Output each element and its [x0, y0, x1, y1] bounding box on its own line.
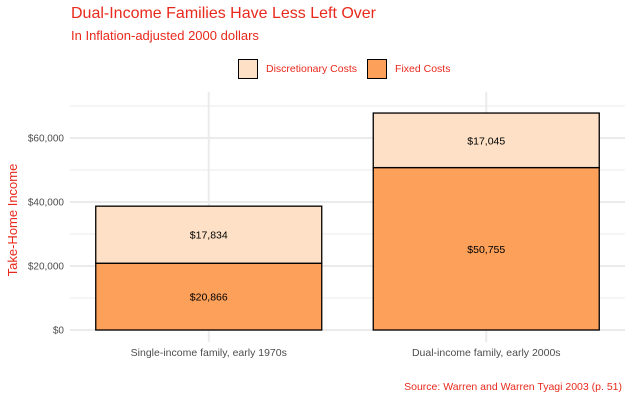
legend-swatch-discretionary — [238, 59, 258, 79]
bar-segment-discretionary — [372, 112, 600, 169]
y-tick-label: $20,000 — [28, 262, 65, 273]
y-tick-label: $40,000 — [28, 198, 65, 209]
y-axis-title: Take-Home Income — [5, 164, 20, 277]
bar-segment-discretionary — [95, 205, 323, 264]
x-tick-label: Single-income family, early 1970s — [131, 347, 287, 359]
x-tick-label: Dual-income family, early 2000s — [412, 347, 561, 359]
data-label-discretionary: $17,045 — [467, 135, 505, 147]
data-label-fixed: $20,866 — [190, 292, 228, 304]
legend-label-fixed: Fixed Costs — [395, 63, 451, 75]
legend-swatch-fixed — [367, 59, 388, 79]
legend-item-discretionary: Discretionary Costs — [238, 59, 357, 79]
legend: Discretionary Costs Fixed Costs — [238, 59, 450, 79]
chart-subtitle: In Inflation-adjusted 2000 dollars — [71, 28, 259, 43]
bar-segment-fixed — [95, 262, 323, 331]
chart-title: Dual-Income Families Have Less Left Over — [71, 5, 376, 22]
chart-caption: Source: Warren and Warren Tyagi 2003 (p.… — [404, 381, 622, 393]
data-label-fixed: $50,755 — [467, 244, 505, 256]
data-label-discretionary: $17,834 — [190, 230, 228, 242]
y-tick-label: $0 — [53, 326, 65, 337]
legend-label-discretionary: Discretionary Costs — [266, 63, 358, 75]
bar-segment-fixed — [372, 166, 600, 331]
y-tick-label: $60,000 — [28, 134, 65, 145]
legend-item-fixed: Fixed Costs — [367, 59, 450, 79]
